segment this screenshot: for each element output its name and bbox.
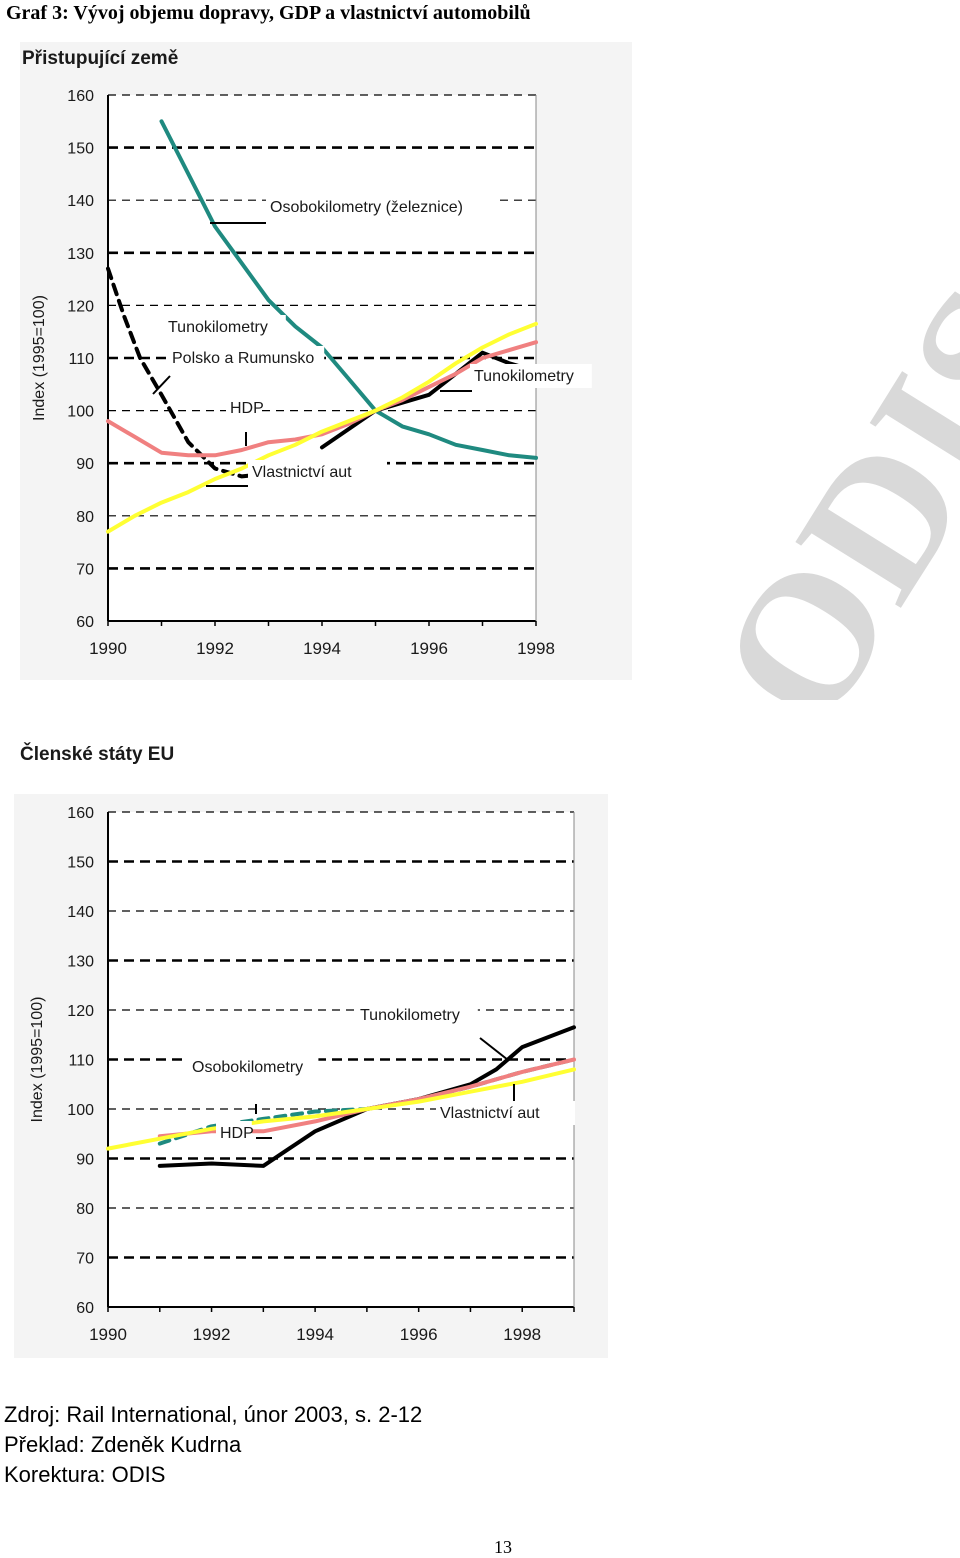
y-tick-label: 130 [67,246,94,263]
series-line-tunokilometry [320,350,538,450]
y-tick-label: 150 [67,855,94,872]
watermark: ODIS [548,250,960,758]
correction-line: Korektura: ODIS [4,1462,166,1487]
annotation-background [356,1003,478,1027]
source-line: Zdroj: Rail International, únor 2003, s.… [4,1402,423,1427]
translation-line: Překlad: Zdeněk Kudrna [4,1432,242,1457]
series-annotation: Osobokilometry (železnice) [270,199,463,216]
annotation-background [216,1121,252,1145]
y-tick-label: 70 [76,561,94,578]
y-axis-label: Index (1995=100) [29,997,46,1123]
y-tick-label: 160 [67,805,94,822]
y-axis-label: Index (1995=100) [31,295,48,421]
chart-svg: 60 70 80 90 100 110 120 130 140 150 160 1990 1992 199… [31,88,592,658]
x-tick-label: 1998 [503,1325,541,1344]
annotation-background [436,1101,575,1125]
y-tick-label: 60 [76,1300,94,1317]
x-tick-label: 1990 [89,1325,127,1344]
y-tick-label: 100 [67,1102,94,1119]
source-note: Zdroj: Rail International, únor 2003, s.… [4,1400,422,1490]
annotation-background [164,315,286,339]
series-line-hdp [106,340,538,458]
y-tick-label: 130 [67,954,94,971]
series-annotation: Osobokilometry [192,1059,303,1076]
y-tick-label: 80 [76,509,94,526]
annotation-background [266,195,500,219]
chart-title: Přistupující země [22,48,179,69]
series-annotation: Polsko a Rumunsko [172,350,314,367]
y-tick-label: 140 [67,904,94,921]
page-title: Graf 3: Vývoj objemu dopravy, GDP a vlas… [6,2,531,24]
annotation-background [470,364,592,388]
chart-title: Členské státy EU [20,744,175,765]
chart-panel-accession: Přistupující země 60 70 80 90 100 110 120 130 14… [20,42,632,680]
page-number: 13 [494,1537,512,1557]
x-tick-label: 1996 [400,1325,438,1344]
x-tick-label: 1992 [196,639,234,658]
x-tick-label: 1998 [517,639,555,658]
series-annotation: HDP [230,400,264,417]
y-tick-label: 160 [67,88,94,105]
series-annotation: Tunokilometry [168,319,268,336]
annotation-background [226,396,262,420]
series-annotation: Vlastnictví aut [252,464,352,481]
annotation-leader [479,1037,509,1061]
annotation-background [188,1055,319,1079]
y-tick-label: 150 [67,141,94,158]
series-annotation: Tunokilometry [474,368,574,385]
watermark-text: ODIS [678,253,960,700]
y-tick-label: 120 [67,1003,94,1020]
y-tick-label: 70 [76,1251,94,1268]
chart-svg: 60 70 80 90 100 110 120 130 140 150 160 1990 1992 199… [29,805,576,1344]
y-tick-label: 140 [67,193,94,210]
y-tick-label: 60 [76,614,94,631]
y-tick-label: 120 [67,298,94,315]
series-line-vlastnictvi-aut [106,321,538,534]
y-tick-label: 80 [76,1201,94,1218]
y-tick-label: 110 [68,1053,94,1070]
x-tick-label: 1994 [296,1325,334,1344]
series-line-osobokilometry-zeleznice [159,119,538,460]
y-tick-label: 90 [76,456,94,473]
y-tick-label: 100 [67,404,94,421]
y-tick-label: 90 [76,1152,94,1169]
annotation-background [248,460,387,484]
series-annotation: HDP [220,1125,254,1142]
series-annotation: Tunokilometry [360,1007,460,1024]
y-tick-label: 110 [68,351,94,368]
x-tick-label: 1990 [89,639,127,658]
series-line-vlastnictvi-aut [106,1067,576,1151]
annotation-leader [152,375,171,395]
x-tick-label: 1994 [303,639,341,658]
series-annotation: Vlastnictví aut [440,1105,540,1122]
x-tick-label: 1996 [410,639,448,658]
chart-panel-eu: Členské státy EU 60 70 80 90 100 110 120 130 140… [14,738,608,1358]
annotation-background [168,346,325,370]
x-tick-label: 1992 [193,1325,231,1344]
